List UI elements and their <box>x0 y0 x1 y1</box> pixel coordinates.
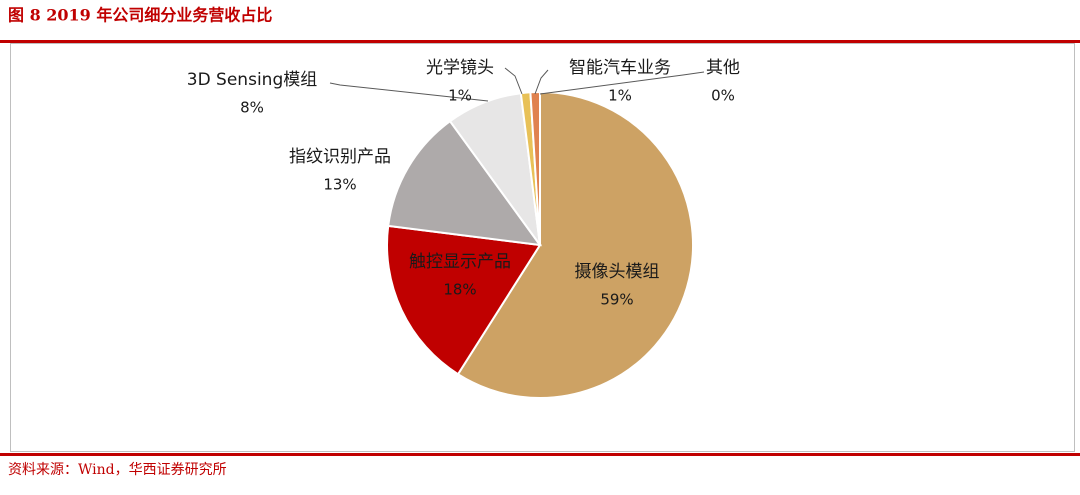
value-label: 8% <box>240 99 264 117</box>
leader-line <box>534 69 549 95</box>
category-label: 智能汽车业务 <box>569 58 671 78</box>
category-label: 指纹识别产品 <box>289 147 391 167</box>
chart-frame <box>10 43 1075 452</box>
value-label: 1% <box>608 87 632 105</box>
category-label: 摄像头模组 <box>575 262 660 282</box>
value-label: 59% <box>600 291 633 309</box>
category-label: 触控显示产品 <box>409 252 511 272</box>
value-label: 1% <box>448 87 472 105</box>
value-label: 18% <box>443 281 476 299</box>
pie-slice <box>456 90 694 399</box>
leader-line <box>539 71 705 95</box>
value-label: 13% <box>323 176 356 194</box>
leader-line <box>329 82 489 102</box>
pie-slice <box>387 119 543 247</box>
category-label: 其他 <box>706 58 740 78</box>
top-rule <box>0 40 1080 43</box>
category-label: 3D Sensing模组 <box>187 70 317 90</box>
category-label: 光学镜头 <box>426 58 494 78</box>
leader-line <box>504 67 523 95</box>
value-label: 0% <box>711 87 735 105</box>
bottom-rule <box>0 453 1080 456</box>
figure-title: 图 8 2019 年公司细分业务营收占比 <box>8 6 272 25</box>
pie-chart: 摄像头模组 59% 触控显示产品 18% 指纹识别产品 13% 3D Sensing模组 8%… <box>187 58 740 399</box>
source-note: 资料来源：Wind，华西证券研究所 <box>8 462 227 478</box>
pie-slice <box>386 224 542 376</box>
